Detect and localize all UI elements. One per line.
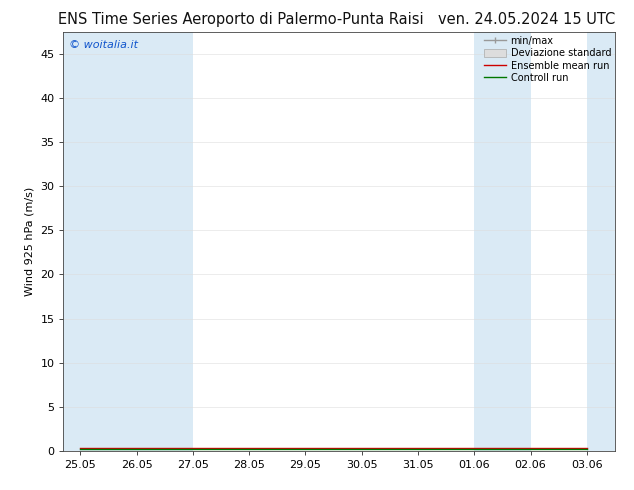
Y-axis label: Wind 925 hPa (m/s): Wind 925 hPa (m/s) [25, 187, 35, 296]
Text: © woitalia.it: © woitalia.it [69, 40, 138, 50]
Legend: min/max, Deviazione standard, Ensemble mean run, Controll run: min/max, Deviazione standard, Ensemble m… [482, 34, 613, 85]
Bar [63, 32, 136, 451]
Bar [587, 32, 615, 451]
Bar [474, 32, 531, 451]
Text: ENS Time Series Aeroporto di Palermo-Punta Raisi: ENS Time Series Aeroporto di Palermo-Pun… [58, 12, 424, 27]
Text: ven. 24.05.2024 15 UTC: ven. 24.05.2024 15 UTC [437, 12, 615, 27]
Bar [136, 32, 193, 451]
